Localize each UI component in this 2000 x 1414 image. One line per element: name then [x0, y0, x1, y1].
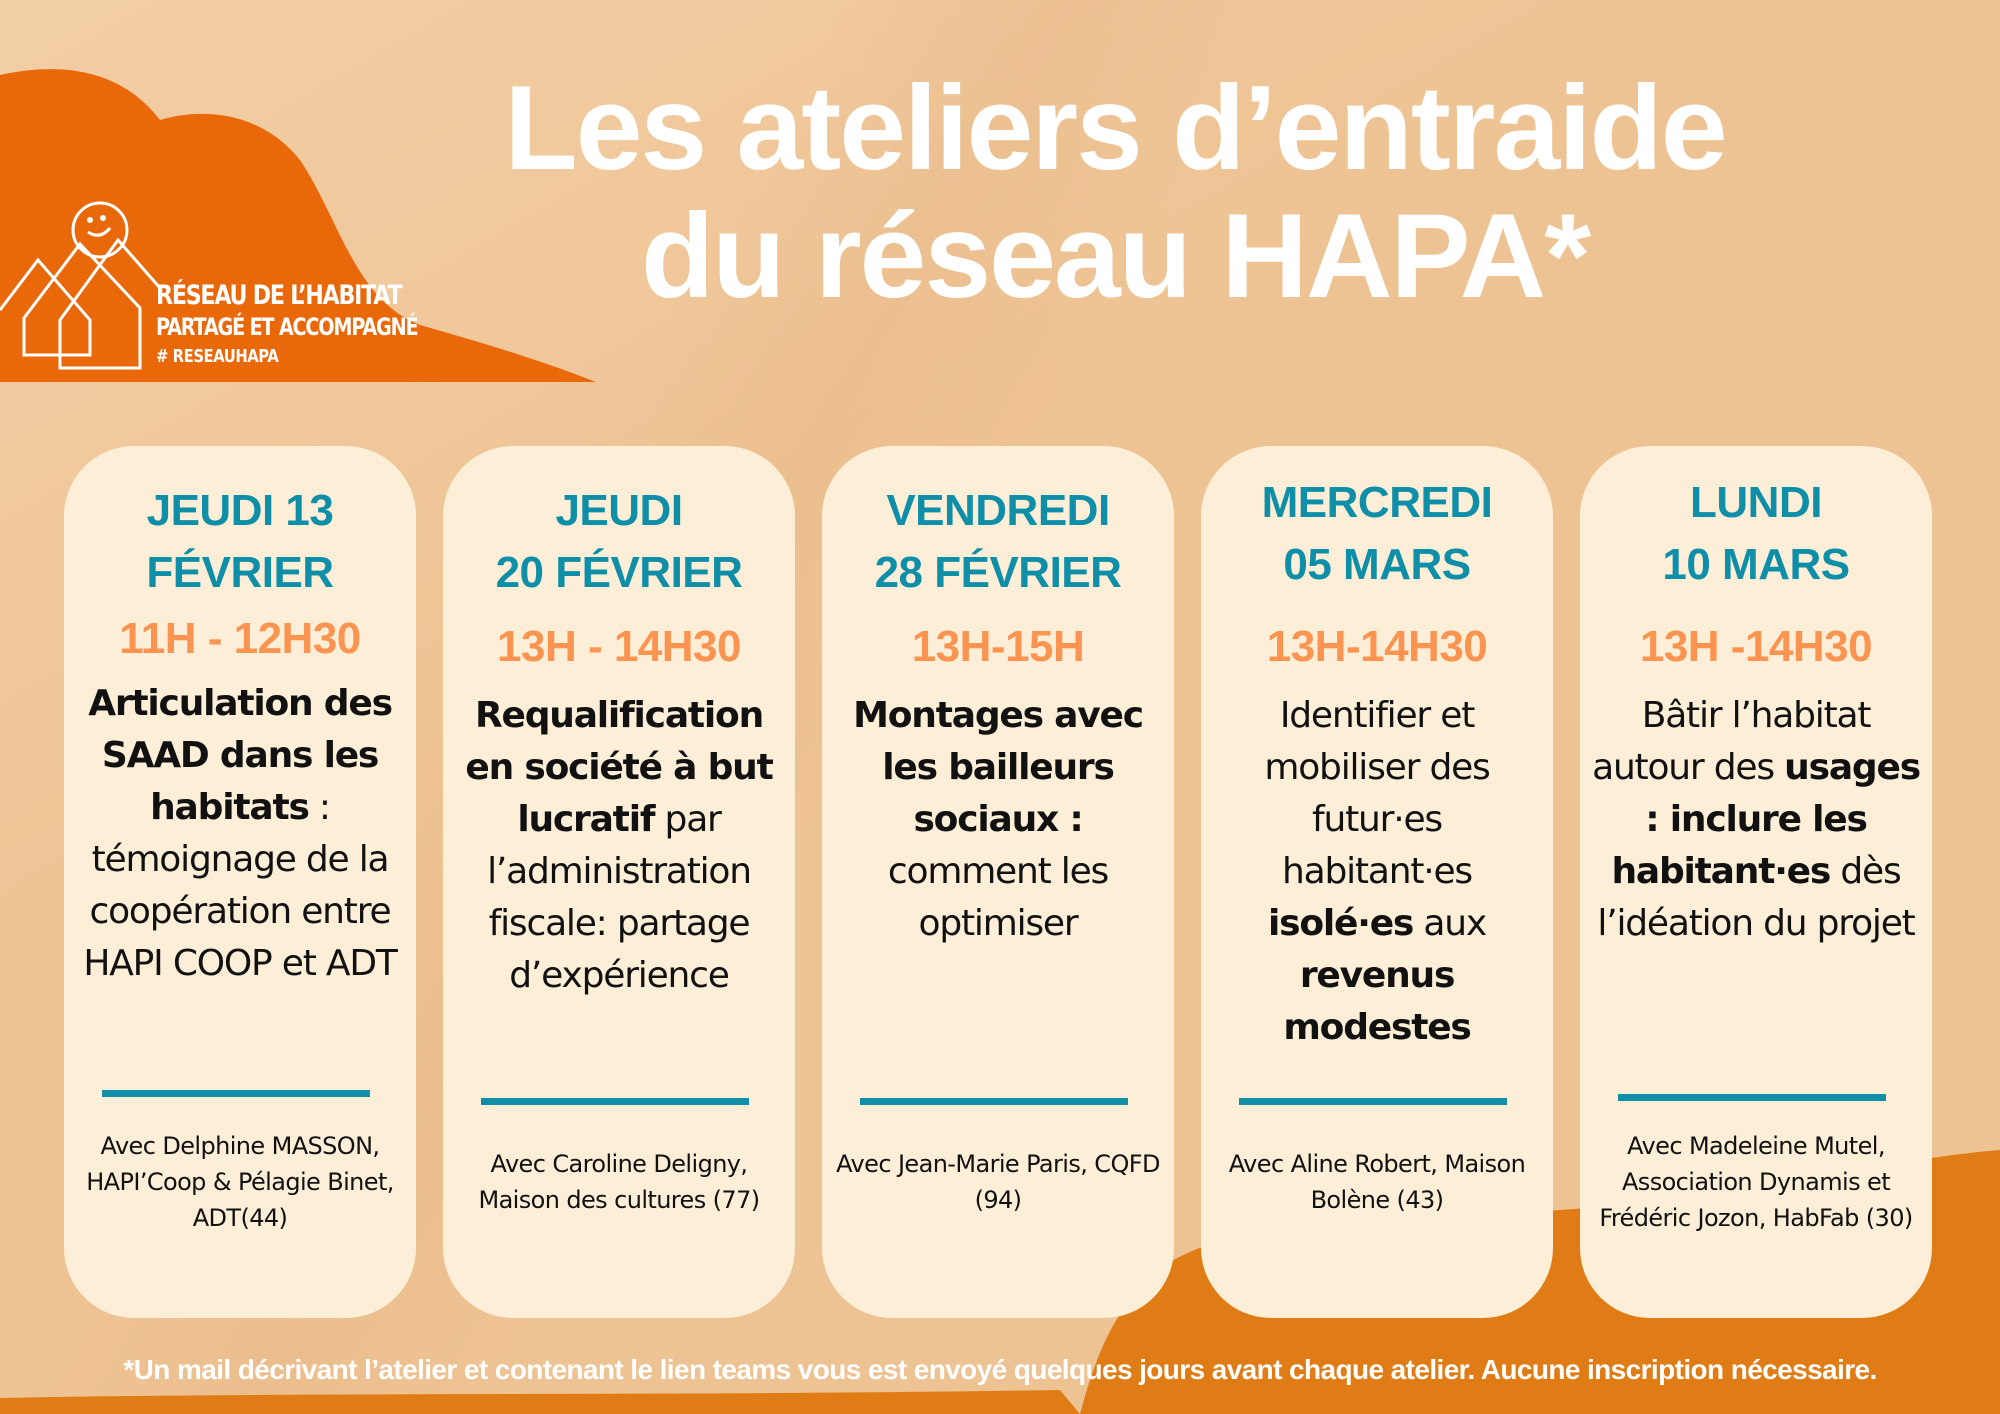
desc-regular: par l’administration fiscale: partage d’… [487, 799, 752, 996]
workshop-card: LUNDI 10 MARS 13H -14H30 Bâtir l’habitat… [1580, 446, 1932, 1318]
workshop-time: 13H-15H [911, 622, 1085, 671]
workshop-speakers: Avec Jean-Marie Paris, CQFD (94) [836, 1150, 1160, 1214]
workshop-time: 13H - 14H30 [497, 622, 741, 671]
workshop-speakers: Avec Aline Robert, Maison Bolène (43) [1228, 1150, 1526, 1214]
workshop-card: VENDREDI 28 FÉVRIER 13H-15H Montages ave… [822, 446, 1174, 1318]
workshop-date: VENDREDI 28 FÉVRIER [874, 486, 1122, 597]
workshop-description: Identifier et mobiliser des futur·es hab… [1201, 690, 1553, 1054]
desc-bold: Requalification en société à but lucrati… [465, 695, 773, 840]
workshop-cards: JEUDI 13 FÉVRIER 11H - 12H30 Articulatio… [64, 446, 1932, 1318]
orange-blob-shape [0, 69, 596, 383]
workshop-time: 13H-14H30 [1266, 622, 1488, 671]
divider [481, 1098, 749, 1105]
footer-note: *Un mail décrivant l’atelier et contenan… [123, 1354, 1877, 1385]
desc-bold: usages : inclure les habitant·es [1611, 747, 1921, 892]
workshop-card: JEUDI 20 FÉVRIER 13H - 14H30 Requalifica… [443, 446, 795, 1318]
workshop-date: JEUDI 13 FÉVRIER [146, 486, 334, 597]
title-line-1: Les ateliers d’entraide [504, 61, 1727, 195]
workshop-date: LUNDI 10 MARS [1662, 478, 1850, 589]
workshop-speakers: Avec Madeleine Mutel, Association Dynami… [1599, 1132, 1913, 1232]
workshop-description: Requalification en société à but lucrati… [443, 690, 795, 1002]
workshop-description: Articulation des SAAD dans les habitats … [64, 678, 416, 990]
desc-bold: Articulation des SAAD dans les habitats [88, 683, 393, 828]
workshop-speakers: Avec Delphine MASSON, HAPI’Coop & Pélagi… [86, 1132, 394, 1232]
workshop-time: 13H -14H30 [1639, 622, 1873, 671]
logo-area: RÉSEAU DE L’HABITAT PARTAGÉ ET ACCOMPAGN… [0, 0, 600, 400]
logo-line-1: RÉSEAU DE L’HABITAT [156, 280, 403, 311]
divider [102, 1090, 370, 1097]
title-line-2: du réseau HAPA* [640, 189, 1591, 323]
divider [1618, 1094, 1886, 1101]
workshop-time: 11H - 12H30 [119, 614, 361, 663]
divider [860, 1098, 1128, 1105]
divider [1239, 1098, 1507, 1105]
desc-bold: Montages avec les bailleurs sociaux : [853, 695, 1144, 840]
logo-wordmark: RÉSEAU DE L’HABITAT PARTAGÉ ET ACCOMPAGN… [156, 282, 483, 366]
desc-bold: revenus modestes [1283, 955, 1472, 1048]
desc-regular: Identifier et mobiliser des futur·es hab… [1264, 695, 1490, 892]
logo-hashtag: # RESEAUHAPA [156, 346, 279, 367]
houses-with-smiling-sun-icon [0, 201, 160, 370]
desc-bold: isolé·es [1267, 903, 1414, 944]
desc-regular: aux [1413, 903, 1487, 944]
workshop-description: Montages avec les bailleurs sociaux : co… [822, 690, 1174, 950]
workshop-date: JEUDI 20 FÉVRIER [495, 486, 743, 597]
desc-regular: comment les optimiser [887, 851, 1109, 944]
workshop-date: MERCREDI 05 MARS [1261, 478, 1493, 589]
desc-regular: : témoignage de la coopération entre HAP… [83, 787, 397, 984]
desc-regular: dès l’idéation du projet [1597, 851, 1915, 944]
workshop-card: MERCREDI 05 MARS 13H-14H30 Identifier et… [1201, 446, 1553, 1318]
logo-line-2: PARTAGÉ ET ACCOMPAGNÉ [156, 313, 419, 341]
workshop-card: JEUDI 13 FÉVRIER 11H - 12H30 Articulatio… [64, 446, 416, 1318]
desc-regular: Bâtir l’habitat autour des [1592, 695, 1871, 788]
workshop-description: Bâtir l’habitat autour des usages : incl… [1580, 690, 1932, 950]
workshop-speakers: Avec Caroline Deligny, Maison des cultur… [478, 1150, 760, 1214]
page-title: Les ateliers d’entraide du réseau HAPA* [400, 64, 1830, 320]
